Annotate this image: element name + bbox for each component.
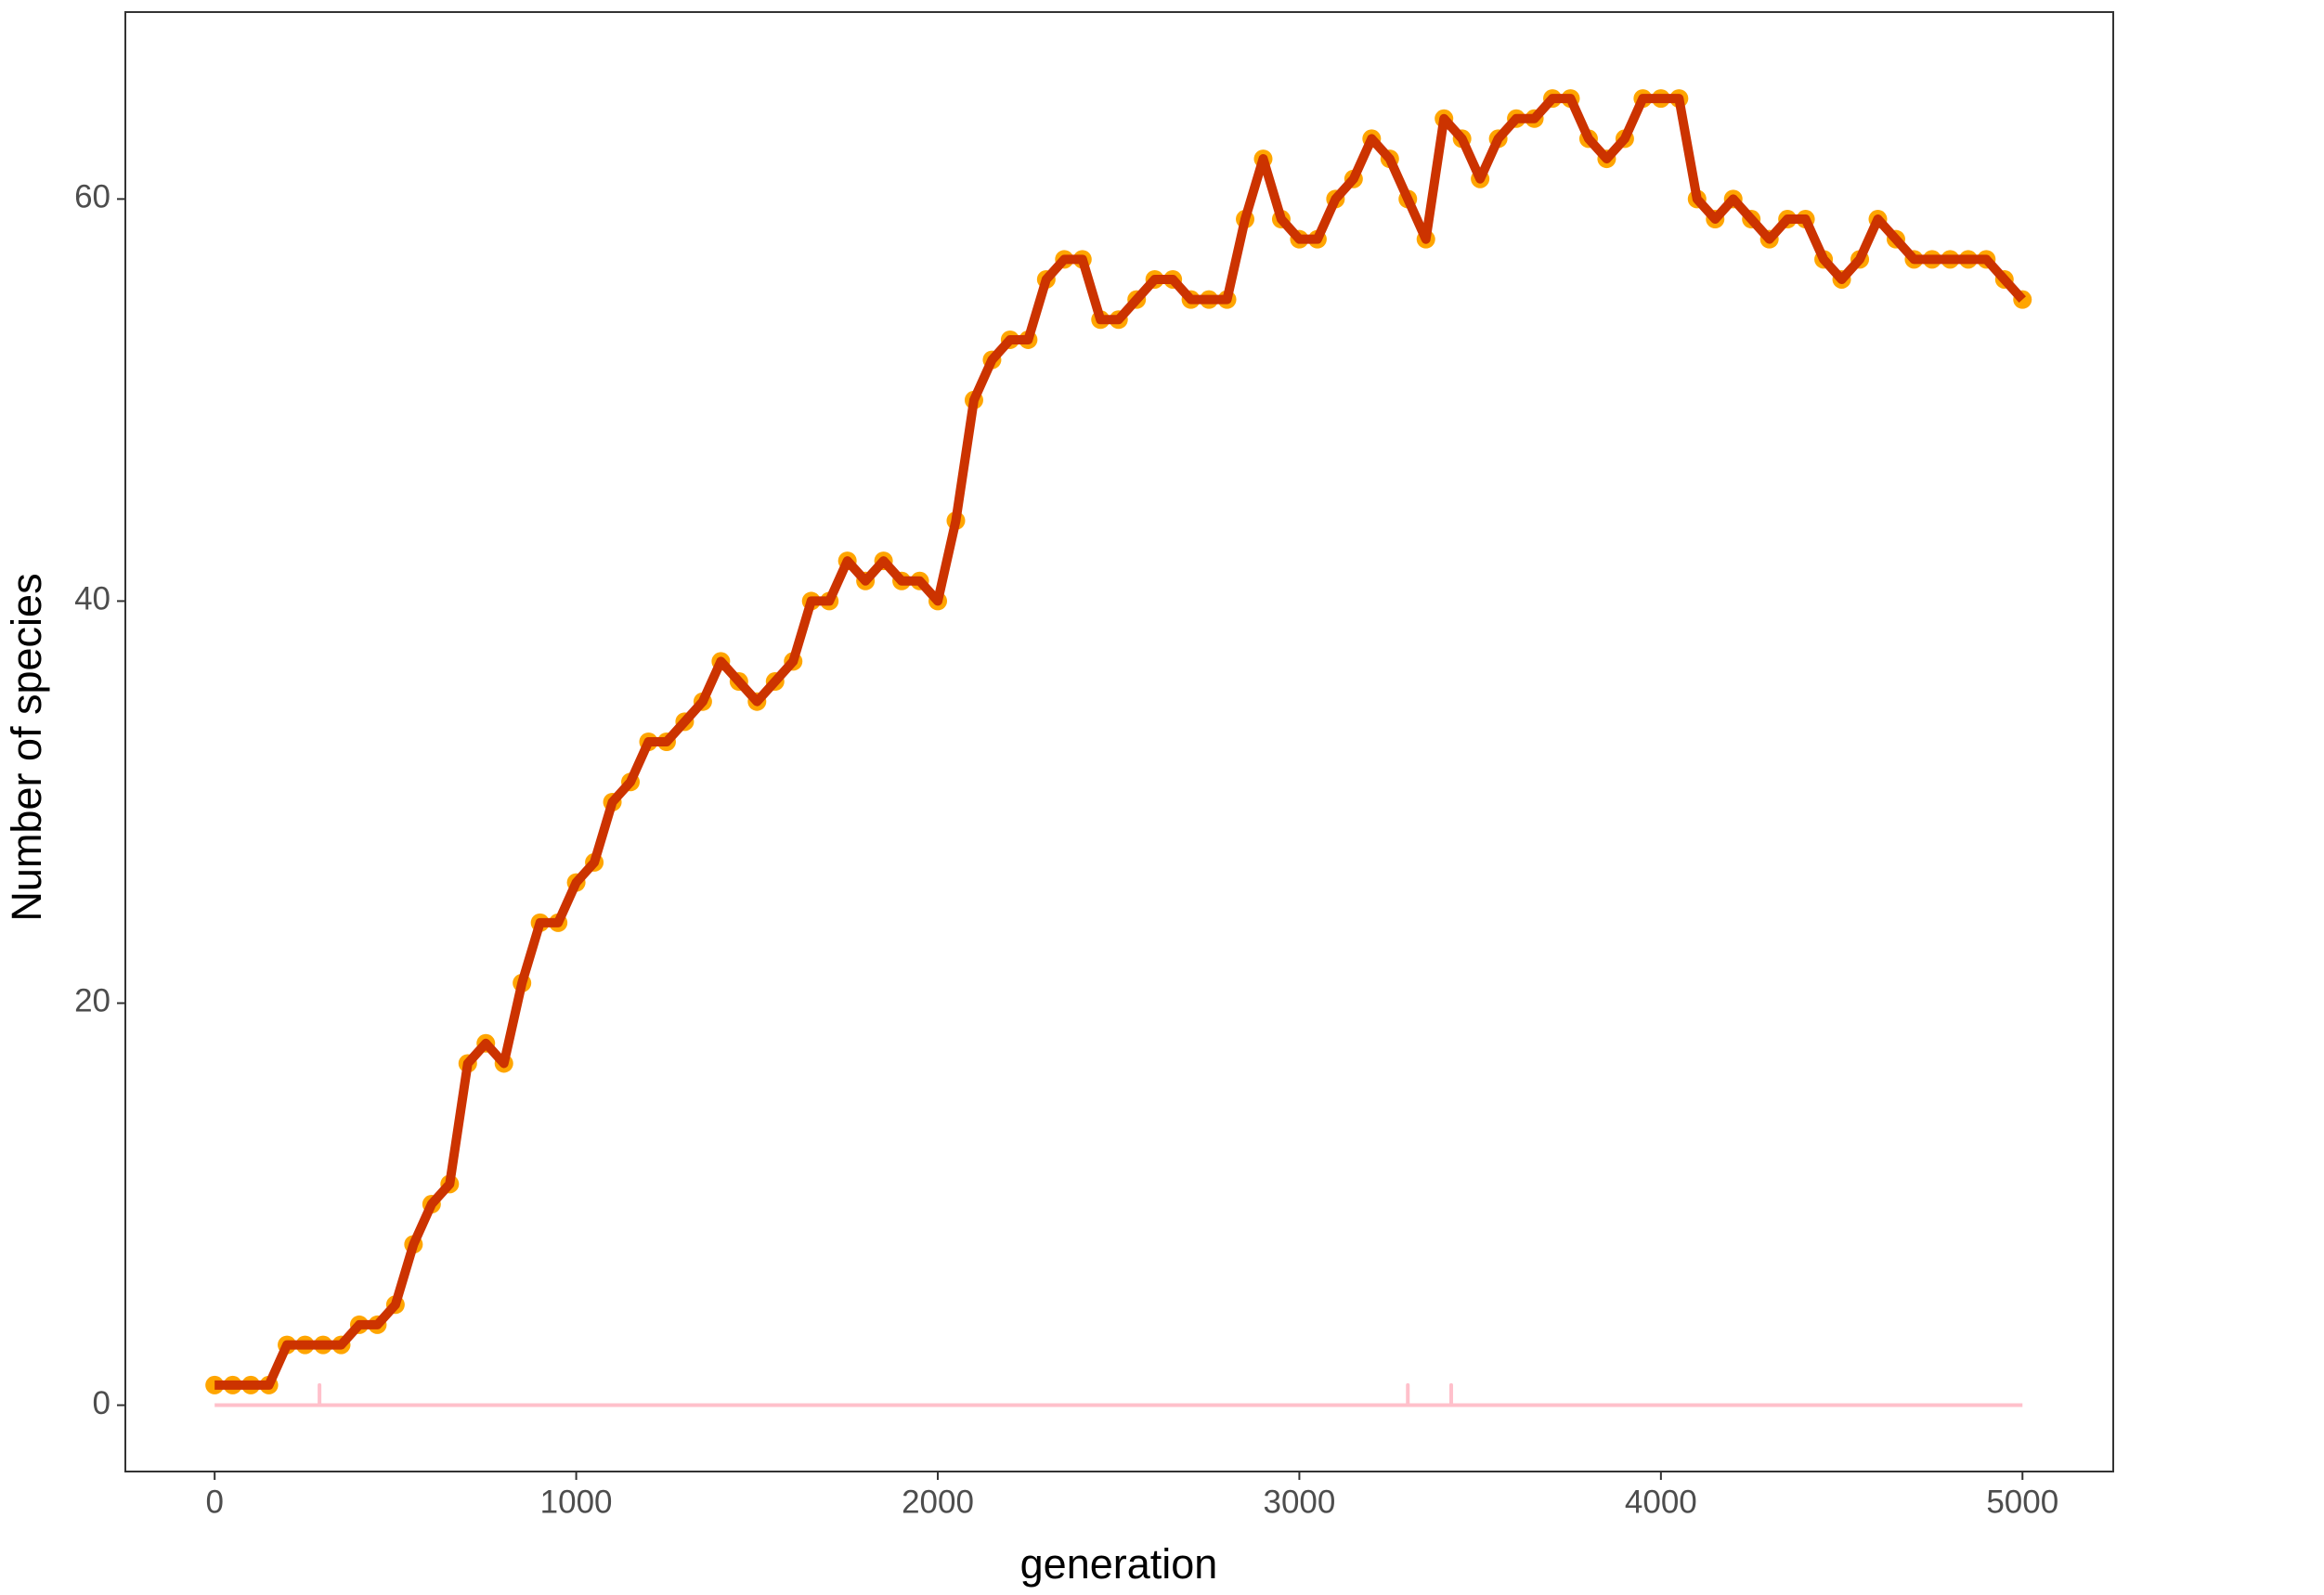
y-tick-label: 0 [93,1385,110,1421]
series-line [214,94,2026,1390]
x-tick-label: 0 [205,1484,223,1520]
x-axis-title: generation [1020,1540,1218,1588]
x-tick-label: 2000 [902,1484,974,1520]
y-axis-title: Number of species [3,573,50,921]
x-tick-label: 1000 [540,1484,613,1520]
series-line [214,1382,2023,1407]
x-tick-label: 5000 [1986,1484,2058,1520]
y-tick-label: 60 [74,179,110,215]
y-tick-label: 40 [74,581,110,617]
x-tick-label: 3000 [1263,1484,1335,1520]
plot-panel [124,11,2114,1472]
y-tick-label: 20 [74,983,110,1019]
x-tick-label: 4000 [1625,1484,1697,1520]
